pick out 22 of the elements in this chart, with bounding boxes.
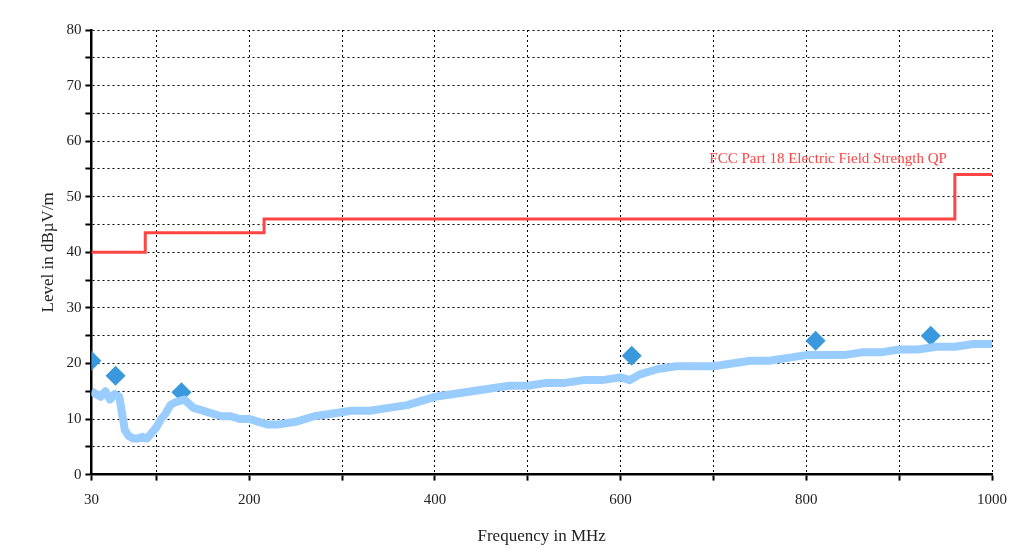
y-tick-label: 0: [73, 465, 82, 482]
y-tick-label: 50: [66, 187, 82, 204]
x-tick-label: 600: [609, 490, 632, 507]
x-tick-label: 800: [795, 490, 818, 507]
point: [920, 325, 941, 346]
y-tick-label: 40: [66, 243, 82, 260]
y-tick-label: 60: [66, 132, 82, 149]
x-tick-label: 200: [237, 490, 261, 507]
y-tick-label: 10: [66, 409, 82, 426]
y-tick-label: 30: [66, 298, 82, 315]
y-axis-title: Level in dBµV/m: [37, 192, 57, 313]
series-label: FCC Part 18 Electric Field Strength QP: [709, 149, 947, 166]
x-tick-label: 400: [423, 490, 447, 507]
point: [105, 365, 126, 386]
y-tick-label: 70: [66, 76, 82, 93]
x-axis-title: Frequency in MHz: [477, 526, 607, 546]
y-tick-label: 20: [66, 354, 82, 371]
point: [621, 345, 642, 366]
point: [805, 330, 826, 351]
y-tick-label: 80: [66, 20, 82, 37]
x-tick-label: 1000: [977, 490, 1007, 507]
x-tick-label: 30: [83, 490, 99, 507]
